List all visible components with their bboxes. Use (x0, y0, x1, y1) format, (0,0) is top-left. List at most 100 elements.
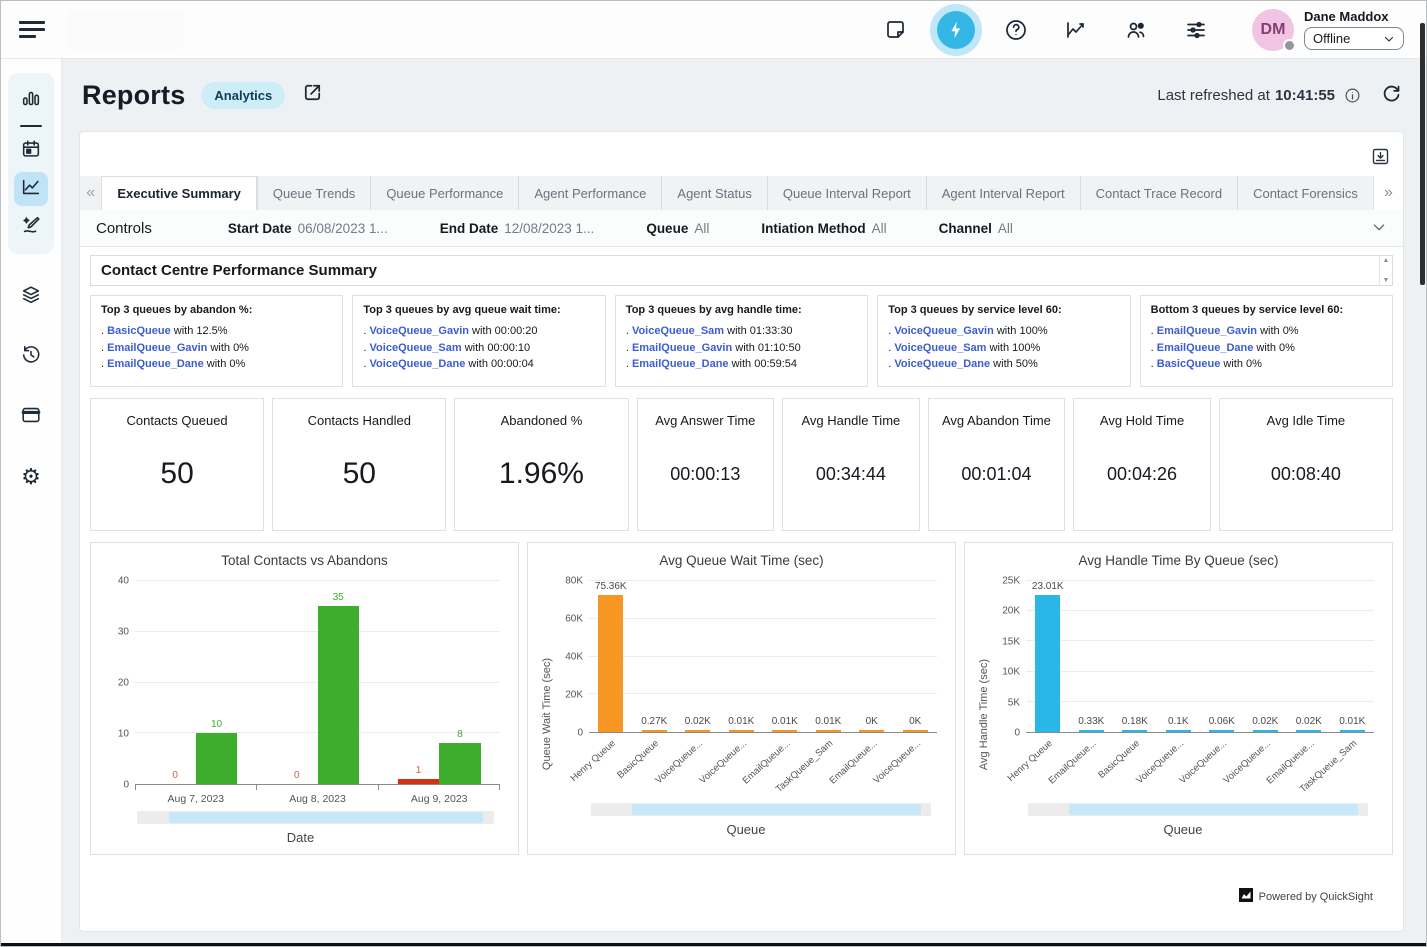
user-avatar[interactable]: DM (1252, 9, 1294, 51)
bar-value-label: 0.02K (685, 716, 711, 727)
y-axis-ticks: 020K40K60K80K (555, 581, 589, 733)
y-tick: 5K (1008, 697, 1020, 708)
metrics-icon[interactable] (1046, 18, 1106, 42)
filter-value: All (872, 221, 887, 236)
last-refreshed-time: 10:41:55 (1275, 87, 1335, 104)
page-header: Reports Analytics Last refreshed at 10:4… (62, 59, 1426, 131)
tab-contact-trace-record[interactable]: Contact Trace Record (1080, 176, 1237, 210)
tab-queue-interval-report[interactable]: Queue Interval Report (767, 176, 926, 210)
kpi-label: Avg Idle Time (1267, 413, 1346, 428)
report-panel: « Executive SummaryQueue TrendsQueue Per… (79, 131, 1404, 932)
bar-value-label: 0.18K (1122, 716, 1148, 727)
notes-icon[interactable] (866, 18, 926, 42)
chart-plot-area: Avg Handle Time (sec)05K10K15K20K25K23.0… (971, 577, 1386, 848)
y-tick: 60K (565, 614, 583, 625)
sidebar-item-dashboards[interactable] (14, 84, 48, 118)
chart-avg-queue-wait-time: Avg Queue Wait Time (sec)Queue Wait Time… (527, 542, 956, 855)
bar (1253, 730, 1278, 732)
refresh-button[interactable] (1381, 83, 1402, 108)
queue-link: EmailQueue_Gavin (632, 342, 732, 354)
sidebar-item-schedule[interactable] (14, 134, 48, 168)
insight-card: Top 3 queues by service level 60:. Voice… (877, 295, 1130, 387)
bar-group-aug-9-2023: 18 (378, 581, 500, 784)
chart-total-contacts-vs-abandons: Total Contacts vs Abandons01020304001003… (90, 542, 519, 855)
bar-group-taskqueue-sam: 0.01K (807, 581, 851, 732)
info-icon[interactable] (1344, 87, 1361, 104)
insight-item: . VoiceQueue_Dane with 50% (888, 356, 1119, 373)
chart-scrollbar-thumb[interactable] (1069, 804, 1358, 815)
kpi-card-avg-answer-time: Avg Answer Time00:00:13 (637, 398, 775, 531)
tab-queue-trends[interactable]: Queue Trends (257, 176, 370, 210)
quicksight-footer: Powered by QuickSight (1239, 888, 1373, 905)
tab-agent-status[interactable]: Agent Status (661, 176, 766, 210)
chart-horizontal-scrollbar[interactable] (1028, 803, 1368, 816)
kpi-value: 50 (160, 428, 193, 530)
kpi-card-contacts-handled: Contacts Handled50 (272, 398, 446, 531)
tab-agent-performance[interactable]: Agent Performance (518, 176, 661, 210)
tab-contact-forensics[interactable]: Contact Forensics (1237, 176, 1373, 210)
plot-row: 01020304001003518 (101, 581, 500, 785)
sidebar-item-reports[interactable] (14, 172, 48, 206)
tab-executive-summary[interactable]: Executive Summary (101, 176, 257, 210)
kpi-label: Avg Abandon Time (942, 413, 1051, 428)
help-icon[interactable] (986, 18, 1046, 42)
tab-agent-interval-report[interactable]: Agent Interval Report (926, 176, 1080, 210)
summary-mini-scrollbar[interactable]: ▲▼ (1379, 256, 1392, 285)
filter-start-date[interactable]: Start Date06/08/2023 1... (228, 221, 388, 236)
chevron-down-icon (1383, 33, 1395, 45)
y-tick: 40K (565, 652, 583, 663)
sidebar-item-settings[interactable]: ⚙ (14, 460, 48, 494)
y-axis-label: Queue Wait Time (sec) (538, 581, 555, 848)
left-sidebar: ⚙ (1, 59, 62, 946)
page-scrollbar[interactable] (1420, 23, 1425, 285)
tabs-scroll-right-button[interactable]: » (1373, 176, 1403, 210)
filter-channel[interactable]: ChannelAll (939, 221, 1013, 236)
bar-column: 0.01K (1340, 581, 1365, 732)
chart-scrollbar-thumb[interactable] (169, 812, 483, 823)
tab-queue-performance[interactable]: Queue Performance (370, 176, 518, 210)
sidebar-item-layers[interactable] (14, 280, 48, 314)
bar-value-label: 35 (333, 592, 344, 603)
y-tick: 25K (1002, 576, 1020, 587)
bar-column: 0.01K (729, 581, 754, 732)
sidebar-item-window[interactable] (14, 400, 48, 434)
chart-title: Total Contacts vs Abandons (97, 553, 512, 577)
chart-horizontal-scrollbar[interactable] (591, 803, 931, 816)
sidebar-item-design[interactable] (14, 210, 48, 244)
insight-card-title: Top 3 queues by avg handle time: (626, 304, 857, 316)
x-tick-label: BasicQueue (616, 738, 662, 781)
x-axis-labels: Henry QueueBasicQueueVoiceQueue...VoiceQ… (589, 733, 937, 797)
bar (1035, 595, 1060, 732)
bar-column: 0.27K (642, 581, 667, 732)
bar-group-basicqueue: 0.18K (1113, 581, 1157, 732)
bar-value-label: 0.02K (1252, 716, 1278, 727)
bar-group-voicequeue: 0.06K (1200, 581, 1244, 732)
line-chart-icon (20, 176, 42, 203)
controls-collapse-button[interactable] (1371, 219, 1387, 238)
status-select[interactable]: Offline (1304, 27, 1404, 50)
x-axis-title: Queue (555, 818, 937, 839)
chart-scrollbar-thumb[interactable] (632, 804, 921, 815)
settings-sliders-icon[interactable] (1166, 18, 1226, 42)
insight-value: with 0% (1253, 342, 1295, 354)
y-tick: 15K (1002, 636, 1020, 647)
chart-horizontal-scrollbar[interactable] (137, 811, 494, 824)
chart-title: Avg Handle Time By Queue (sec) (971, 553, 1386, 577)
agents-icon[interactable] (1106, 18, 1166, 42)
charts-row: Total Contacts vs Abandons01020304001003… (90, 542, 1393, 855)
queue-link: VoiceQueue_Sam (370, 342, 462, 354)
filter-intiation-method[interactable]: Intiation Method All (761, 221, 886, 236)
sidebar-item-history[interactable] (14, 340, 48, 374)
filter-label: Intiation Method (761, 221, 865, 236)
bar-value-label: 10 (211, 719, 222, 730)
filter-queue[interactable]: QueueAll (646, 221, 709, 236)
open-in-new-window-button[interactable] (301, 81, 324, 109)
download-button[interactable] (1370, 146, 1391, 172)
insight-item: . EmailQueue_Gavin with 0% (101, 340, 332, 357)
flash-button[interactable] (926, 11, 986, 49)
filter-end-date[interactable]: End Date12/08/2023 1... (440, 221, 595, 236)
queue-link: EmailQueue_Dane (1157, 342, 1254, 354)
hamburger-menu-icon[interactable] (19, 17, 45, 42)
bar-column: 0.02K (1296, 581, 1321, 732)
tabs-scroll-left-button[interactable]: « (80, 176, 101, 210)
